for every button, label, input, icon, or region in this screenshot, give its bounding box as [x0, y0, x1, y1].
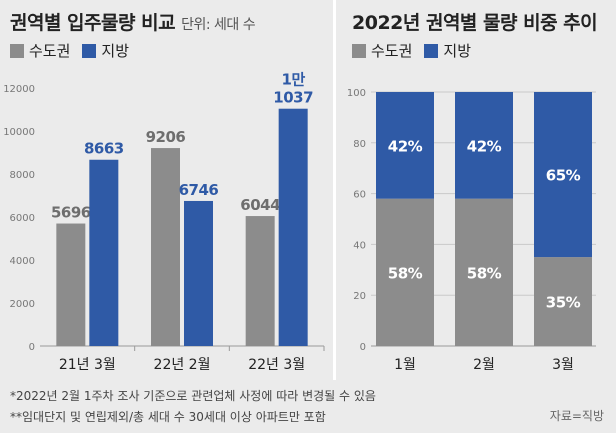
right-chart-title: 2022년 권역별 물량 비중 추이: [352, 12, 598, 34]
legend-metro-swatch: [352, 43, 366, 58]
unit-label: 단위: 세대 수: [181, 17, 256, 33]
segment-value-label: 42%: [388, 137, 423, 155]
x-category-label: 3월: [552, 357, 574, 373]
legend-local-label: 지방: [443, 42, 472, 60]
bar-value-label: 6044: [240, 196, 280, 214]
y-tick-label: 20: [353, 291, 366, 302]
legend-metro-label: 수도권: [29, 42, 71, 60]
source-credit: 자료=직방: [549, 409, 604, 423]
right-legend: 수도권 지방: [352, 40, 483, 61]
legend-local-swatch: [424, 43, 439, 58]
y-tick-label: 100: [347, 88, 366, 99]
y-tick-label: 2000: [10, 299, 35, 310]
y-tick-label: 40: [353, 240, 366, 251]
x-category-label: 22년 2월: [154, 357, 211, 373]
segment-value-label: 65%: [546, 167, 581, 185]
y-tick-label: 8000: [10, 170, 35, 181]
x-category-label: 22년 3월: [248, 357, 305, 373]
stacked-bar-metro: [534, 257, 592, 346]
footnotes: *2022년 2월 1주차 조사 기준으로 관련업체 사정에 따라 변경될 수 …: [10, 386, 376, 428]
x-category-label: 21년 3월: [59, 357, 116, 373]
bar-value-label: 1037: [273, 89, 313, 107]
stacked-bar-metro: [455, 198, 513, 346]
segment-value-label: 58%: [467, 264, 502, 282]
stacked-bar-local: [455, 92, 513, 199]
footnote-2: **임대단지 및 연립제외/총 세대 수 30세대 이상 아파트만 포함: [10, 410, 326, 424]
bar-local: [184, 200, 213, 346]
bar-value-label: 1만: [282, 71, 306, 89]
stacked-bar-local: [376, 92, 434, 199]
bar-metro: [56, 223, 86, 346]
y-tick-label: 0: [360, 342, 366, 353]
y-tick-label: 6000: [10, 213, 35, 224]
bar-local: [89, 159, 119, 346]
bar-value-label: 8663: [84, 140, 124, 158]
left-chart-title: 권역별 입주물량 비교 단위: 세대 수: [10, 8, 256, 35]
legend-local-label: 지방: [101, 42, 130, 60]
legend-metro-label: 수도권: [371, 42, 413, 60]
y-tick-label: 80: [353, 139, 366, 150]
bar-local: [278, 108, 308, 346]
bar-value-label: 5696: [51, 204, 91, 222]
y-tick-label: 10000: [3, 127, 35, 138]
bar-metro: [151, 148, 180, 346]
bar-value-label: 9206: [146, 128, 186, 146]
panel-divider: [333, 0, 336, 380]
y-tick-label: 0: [29, 342, 35, 353]
x-category-label: 2월: [473, 357, 495, 373]
x-category-label: 1월: [394, 357, 416, 373]
segment-value-label: 58%: [388, 264, 423, 282]
legend-local-swatch: [82, 43, 97, 58]
bar-value-label: 6746: [179, 181, 219, 199]
bar-metro: [245, 216, 275, 346]
segment-value-label: 35%: [546, 294, 581, 312]
legend-metro-swatch: [10, 43, 24, 58]
y-tick-label: 60: [353, 190, 366, 201]
y-tick-label: 4000: [10, 256, 35, 267]
stacked-bar-local: [534, 92, 592, 258]
left-chart-title-main: 권역별 입주물량 비교: [10, 12, 176, 34]
y-tick-label: 12000: [3, 84, 35, 95]
left-legend: 수도권 지방: [10, 40, 141, 61]
segment-value-label: 42%: [467, 137, 502, 155]
footnote-1: *2022년 2월 1주차 조사 기준으로 관련업체 사정에 따라 변경될 수 …: [10, 389, 376, 403]
stacked-bar-metro: [376, 198, 434, 346]
